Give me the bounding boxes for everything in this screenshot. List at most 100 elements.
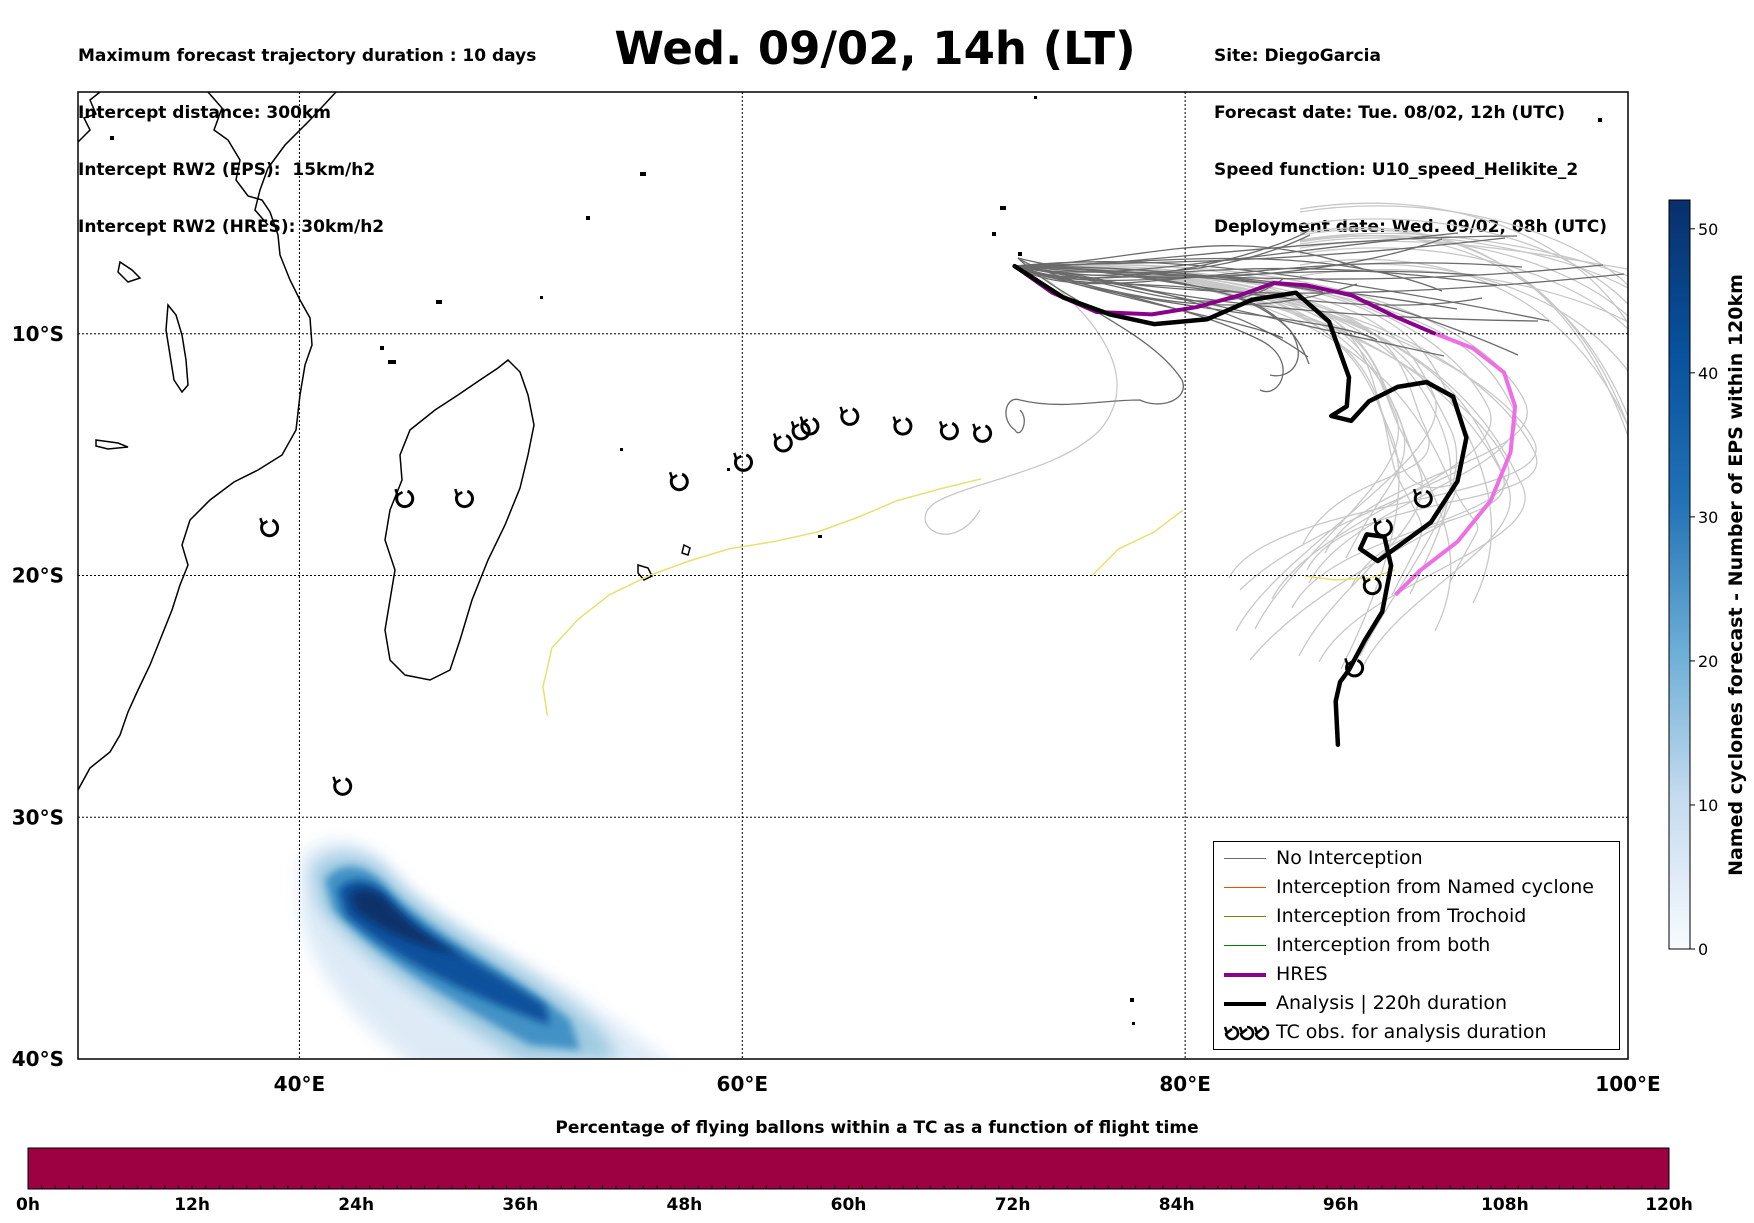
map-frame	[77, 91, 1629, 1060]
arabia-coastline	[254, 92, 337, 226]
tc-marker-arrow	[332, 776, 342, 785]
legend-label: No Interception	[1276, 847, 1423, 869]
map-gridlines	[78, 92, 1628, 1059]
legend-label: TC obs. for analysis duration	[1276, 1021, 1547, 1043]
tc-observation-marker	[454, 488, 474, 509]
tc-observation-marker	[332, 776, 353, 796]
tc-marker-arrow	[454, 488, 463, 497]
tc-observation-marker	[1373, 517, 1393, 538]
lake-outline	[117, 260, 142, 283]
tc-marker-arrow	[1373, 517, 1382, 527]
tc-marker-arc	[455, 489, 474, 509]
tc-marker-arc	[333, 777, 353, 796]
legend-label: HRES	[1276, 963, 1328, 985]
colorbar-tick-label: 30	[1698, 508, 1718, 527]
eps-member-trajectory	[1014, 245, 1364, 270]
tc-marker-arrow	[972, 423, 982, 432]
lake-outline	[95, 439, 129, 450]
legend-item: TC obs. for analysis duration	[1214, 1018, 1619, 1047]
flight-time-tick-label: 48h	[666, 1195, 703, 1215]
tc-observation-marker	[790, 421, 811, 441]
tc-marker-arrow	[799, 416, 809, 425]
eps-member-trajectory	[924, 257, 1118, 535]
tc-marker-arrow	[790, 421, 800, 430]
colorbar-tick-label: 20	[1698, 652, 1718, 671]
colorbar-tick-label: 50	[1698, 220, 1718, 239]
eps-member-trajectory	[1299, 234, 1628, 289]
eps-member-trajectory	[1005, 257, 1184, 434]
lat-tick-label: 10°S	[12, 322, 64, 346]
legend-item: Analysis | 220h duration	[1214, 989, 1619, 1018]
legend-swatch	[1224, 1002, 1266, 1006]
legend-swatch	[1224, 973, 1266, 977]
eps-member-trajectory	[1014, 265, 1452, 595]
eps-member-trajectory	[1014, 265, 1519, 356]
eps-member-trajectory	[1014, 234, 1311, 274]
eps-member-trajectory	[1299, 237, 1628, 317]
tc-observation-marker	[772, 433, 793, 453]
tc-marker-arc	[1413, 489, 1433, 509]
eps-colorbar-ticks: 0 10 20 30 40 50	[1690, 220, 1718, 959]
tc-marker-arc	[800, 417, 820, 436]
tc-marker-arc	[1373, 518, 1393, 538]
eps-member-trajectory	[1014, 265, 1358, 306]
tc-track-line	[542, 478, 982, 716]
flight-time-tick-label: 12h	[174, 1195, 210, 1215]
eps-members-no-interception	[1005, 227, 1625, 434]
flight-time-tick-label: 24h	[338, 1195, 375, 1215]
tc-marker-arrow	[259, 517, 269, 527]
tc-observation-marker	[939, 421, 959, 441]
legend-label: Analysis | 220h duration	[1276, 992, 1508, 1014]
eps-member-trajectory	[1014, 265, 1324, 293]
tc-observation-marker	[1361, 575, 1382, 596]
tc-marker-arc	[791, 421, 811, 441]
eps-member-trajectory	[1014, 237, 1506, 267]
eps-member-trajectory	[1014, 265, 1511, 669]
tc-track-line	[1304, 569, 1396, 581]
tc-marker-arc	[260, 518, 280, 538]
eps-cyclone-density	[300, 840, 666, 1059]
flight-time-tick-label: 72h	[994, 1195, 1031, 1215]
tc-observation-marker	[972, 423, 993, 443]
tc-marker-arrow	[394, 488, 404, 497]
legend-item: Interception from Named cyclone	[1214, 873, 1619, 902]
eps-member-trajectory	[1014, 265, 1452, 632]
eps-member-trajectory	[1014, 265, 1510, 609]
tc-observation-marker	[668, 471, 689, 492]
eps-member-trajectory	[1299, 218, 1628, 305]
lat-tick-label: 40°S	[12, 1047, 64, 1071]
legend-label: Interception from Named cyclone	[1276, 876, 1594, 898]
flight-time-tick-label: 96h	[1322, 1195, 1359, 1215]
map-title: Wed. 09/02, 14h (LT)	[614, 22, 1136, 75]
analysis-track	[1012, 263, 1469, 747]
flight-time-tick-label: 120h	[1645, 1195, 1693, 1215]
flight-time-tick-label: 108h	[1481, 1195, 1529, 1215]
map-axis-labels: 40°E 60°E 80°E 100°E 10°S 20°S 30°S 40°S	[12, 322, 1661, 1096]
tc-observations	[259, 406, 1433, 796]
lon-tick-label: 40°E	[274, 1072, 326, 1096]
tc-marker-arc	[1345, 658, 1365, 678]
colorbar-tick-label: 10	[1698, 796, 1718, 815]
eps-member-trajectory	[1014, 227, 1310, 279]
tc-observation-marker	[892, 416, 913, 436]
header-right-line: Site: DiegoGarcia	[1214, 46, 1381, 66]
lon-tick-label: 60°E	[717, 1072, 769, 1096]
legend-item: Interception from Trochoid	[1214, 902, 1619, 931]
tc-marker-arrow	[668, 471, 678, 481]
eps-member-trajectory	[1239, 469, 1461, 591]
flight-time-tick-label: 84h	[1158, 1195, 1195, 1215]
header-left-line: Maximum forecast trajectory duration : 1…	[78, 46, 537, 66]
tc-marker-arrow	[892, 416, 902, 425]
tc-marker-arc	[893, 417, 913, 436]
tc-observation-marker	[839, 406, 860, 426]
legend-swatch	[1224, 945, 1266, 946]
flight-time-colorbar-ticks	[27, 1185, 1670, 1189]
eps-member-trajectory	[1299, 258, 1628, 427]
eps-member-trajectory	[1299, 202, 1628, 324]
tc-marker-arrow	[1361, 575, 1371, 585]
flight-time-colorbar	[27, 1147, 1670, 1190]
tc-marker-arc	[973, 424, 993, 443]
tc-marker-arrow	[1412, 488, 1422, 497]
legend-item: HRES	[1214, 960, 1619, 989]
lon-tick-label: 100°E	[1595, 1072, 1660, 1096]
